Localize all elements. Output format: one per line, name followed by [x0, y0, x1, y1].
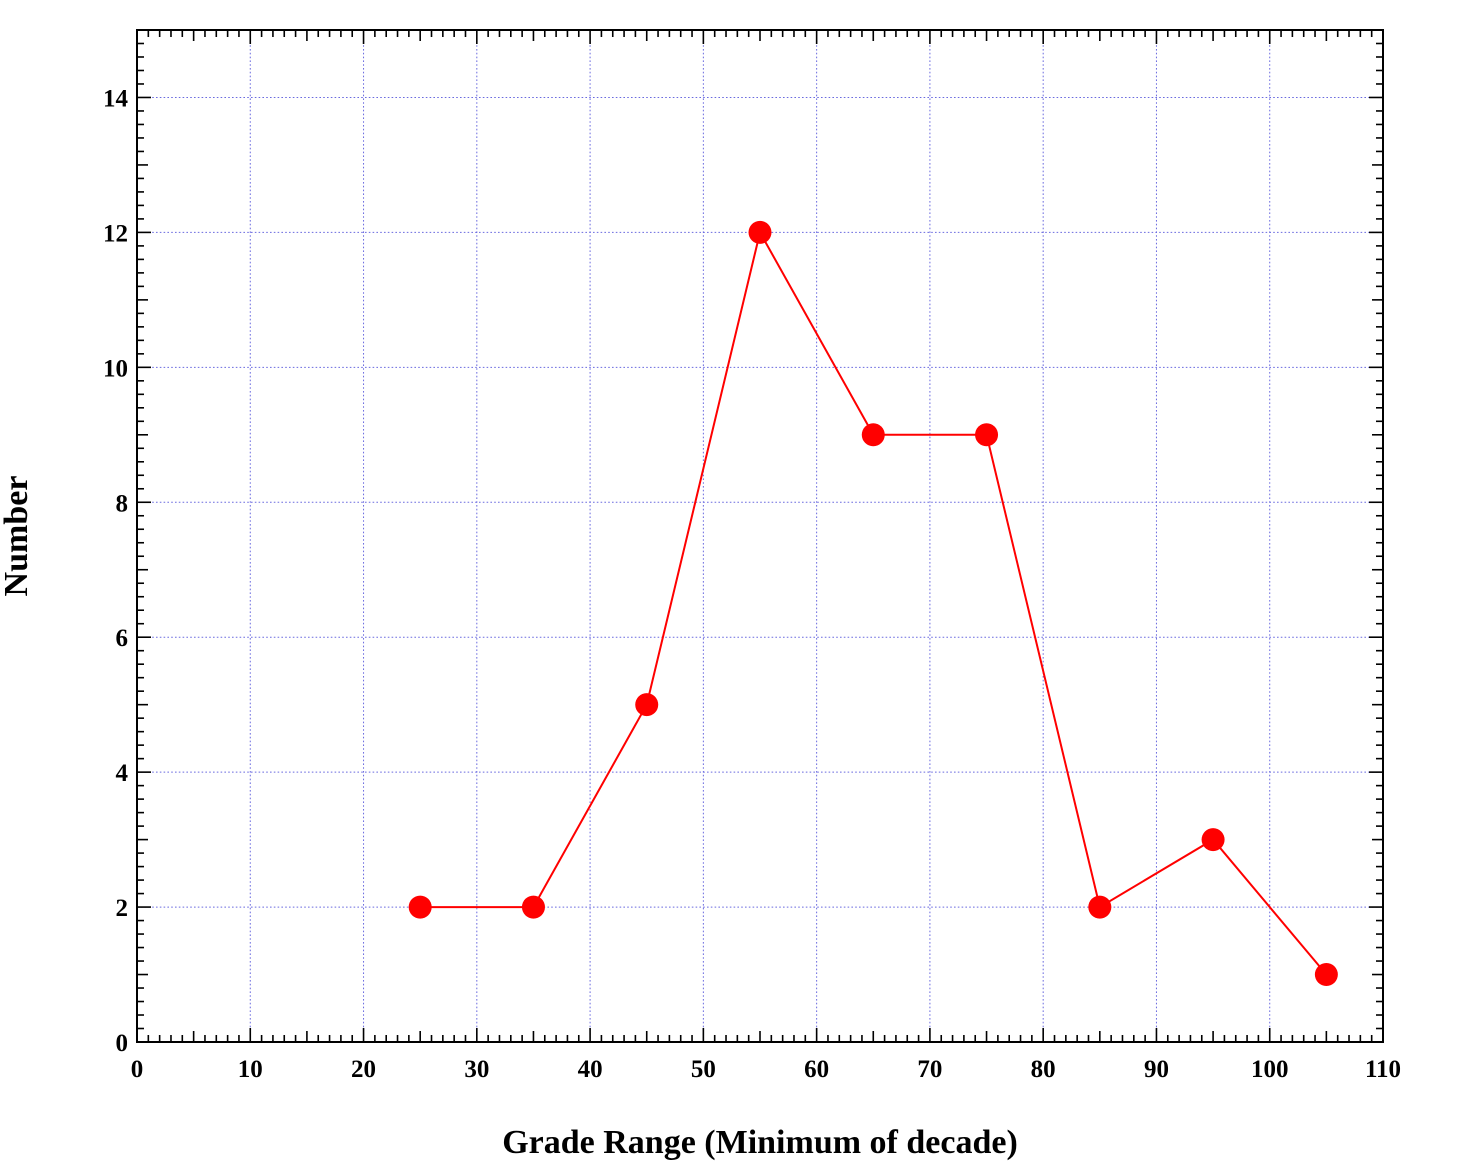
y-tick-label: 2	[116, 895, 129, 922]
x-tick-label: 80	[1031, 1056, 1056, 1083]
axis-ticks	[136, 29, 1384, 1043]
y-tick-label: 10	[103, 355, 128, 382]
x-tick-label: 30	[464, 1056, 489, 1083]
data-point	[1088, 895, 1112, 919]
series-line	[420, 229, 1328, 976]
y-axis-label: Number	[0, 476, 35, 597]
data-point	[975, 423, 999, 447]
y-tick-label: 6	[116, 625, 129, 652]
x-tick-label: 110	[1365, 1056, 1401, 1083]
x-tick-label: 20	[351, 1056, 376, 1083]
y-tick-label: 4	[116, 760, 129, 787]
series	[408, 220, 1338, 987]
data-point	[635, 693, 659, 717]
data-point	[408, 895, 432, 919]
grid-lines	[137, 30, 1383, 1042]
y-axis-tick-labels: 0 2 4 6 8 10 12 14	[103, 85, 129, 1057]
data-point	[1201, 828, 1225, 852]
y-tick-label: 0	[116, 1030, 129, 1057]
y-tick-label: 14	[103, 85, 129, 112]
x-tick-label: 50	[691, 1056, 716, 1083]
x-tick-label: 70	[917, 1056, 942, 1083]
y-tick-label: 8	[116, 490, 129, 517]
x-axis-label: Grade Range (Minimum of decade)	[502, 1124, 1018, 1161]
x-tick-label: 0	[131, 1056, 144, 1083]
data-point	[1314, 963, 1338, 987]
plot-frame	[136, 29, 1384, 1043]
x-tick-label: 10	[238, 1056, 263, 1083]
x-tick-label: 40	[578, 1056, 603, 1083]
y-tick-label: 12	[103, 220, 128, 247]
x-tick-label: 60	[804, 1056, 829, 1083]
data-point	[521, 895, 545, 919]
data-point	[861, 423, 885, 447]
x-tick-label: 100	[1251, 1056, 1289, 1083]
x-axis-tick-labels: 0 10 20 30 40 50 60 70 80 90 100 110	[131, 1056, 1401, 1083]
data-point	[748, 220, 772, 244]
x-tick-label: 90	[1144, 1056, 1169, 1083]
